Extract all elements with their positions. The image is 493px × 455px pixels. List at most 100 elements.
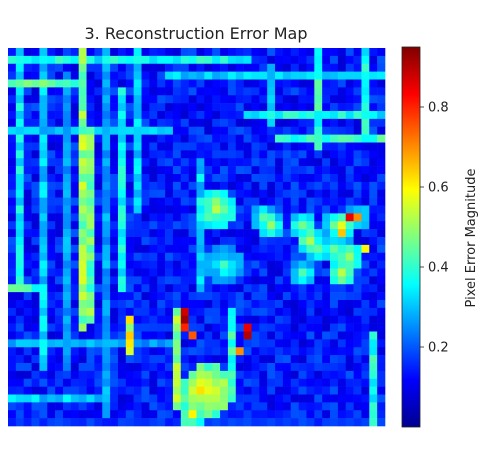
heatmap-cell (220, 252, 229, 261)
heatmap-cell (275, 48, 284, 57)
heatmap-cell (133, 118, 142, 128)
heatmap-cell (377, 260, 386, 269)
heatmap-cell (180, 410, 189, 419)
heatmap-cell (353, 71, 362, 80)
heatmap-cell (188, 87, 197, 96)
heatmap-cell (196, 79, 205, 88)
heatmap-cell (369, 174, 378, 183)
heatmap-cell (94, 284, 103, 293)
heatmap-cell (133, 347, 142, 356)
heatmap-cell (369, 221, 378, 230)
heatmap-cell (86, 126, 95, 135)
heatmap-cell (196, 370, 205, 380)
heatmap-cell (180, 355, 189, 364)
heatmap-cell (188, 166, 197, 175)
heatmap-cell (180, 95, 189, 104)
heatmap-cell (125, 103, 134, 112)
heatmap-cell (298, 339, 307, 348)
heatmap-cell (133, 48, 142, 57)
heatmap-cell (282, 197, 292, 206)
heatmap-cell (8, 237, 17, 246)
heatmap-cell (259, 166, 268, 175)
heatmap-cell (314, 315, 323, 324)
heatmap-cell (377, 189, 386, 198)
heatmap-cell (259, 339, 268, 348)
heatmap-cell (369, 189, 378, 198)
heatmap-cell (345, 79, 354, 88)
heatmap-cell (275, 189, 284, 198)
heatmap-cell (157, 79, 166, 88)
heatmap-cell (353, 394, 362, 403)
heatmap-cell (227, 87, 237, 96)
heatmap-cell (314, 260, 323, 269)
heatmap-cell (165, 197, 174, 206)
heatmap-cell (322, 221, 331, 230)
heatmap-cell (8, 189, 17, 198)
heatmap-cell (337, 48, 347, 57)
heatmap-cell (267, 410, 276, 419)
heatmap-cell (275, 118, 284, 128)
heatmap-cell (62, 174, 72, 183)
heatmap-cell (47, 221, 56, 230)
heatmap-cell (78, 260, 87, 269)
heatmap-cell (117, 307, 127, 317)
heatmap-cell (149, 284, 158, 293)
heatmap-cell (267, 237, 276, 246)
heatmap-cell (188, 402, 197, 411)
heatmap-cell (212, 63, 221, 72)
heatmap-cell (290, 111, 299, 120)
heatmap-cell (23, 300, 32, 309)
heatmap-cell (212, 166, 221, 175)
heatmap-cell (290, 370, 299, 380)
heatmap-cell (78, 166, 87, 175)
heatmap-cell (86, 284, 95, 293)
heatmap-cell (314, 189, 323, 198)
heatmap-cell (157, 260, 166, 269)
heatmap-cell (314, 284, 323, 293)
heatmap-cell (141, 307, 150, 317)
heatmap-cell (259, 79, 268, 88)
heatmap-cell (55, 410, 64, 419)
heatmap-cell (117, 300, 127, 309)
heatmap-cell (70, 323, 79, 332)
heatmap-cell (31, 55, 40, 65)
heatmap-cell (94, 394, 103, 403)
heatmap-cell (141, 181, 150, 191)
heatmap-cell (117, 71, 127, 80)
heatmap-cell (86, 402, 95, 411)
heatmap-cell (259, 370, 268, 380)
heatmap-cell (212, 315, 221, 324)
heatmap-cell (172, 221, 182, 230)
heatmap-cell (62, 87, 72, 96)
heatmap-cell (149, 237, 158, 246)
heatmap-cell (290, 394, 299, 403)
heatmap-cell (377, 197, 386, 206)
heatmap-cell (275, 260, 284, 269)
heatmap-cell (227, 402, 237, 411)
heatmap-cell (298, 213, 307, 222)
heatmap-cell (322, 150, 331, 159)
heatmap-cell (165, 284, 174, 293)
heatmap-cell (282, 237, 292, 246)
heatmap-cell (172, 181, 182, 191)
heatmap-cell (361, 95, 370, 104)
heatmap-cell (353, 213, 362, 222)
heatmap-cell (188, 394, 197, 403)
heatmap-cell (227, 307, 237, 317)
heatmap-cell (141, 158, 150, 167)
heatmap-cell (322, 111, 331, 120)
heatmap-cell (196, 292, 205, 301)
heatmap-cell (282, 394, 292, 403)
heatmap-cell (110, 221, 119, 230)
heatmap-cell (188, 370, 197, 380)
heatmap-cell (298, 268, 307, 277)
heatmap-cell (275, 378, 284, 387)
heatmap-cell (282, 323, 292, 332)
heatmap-cell (345, 378, 354, 387)
heatmap-cell (102, 244, 111, 254)
heatmap-cell (15, 174, 24, 183)
heatmap-cell (259, 363, 268, 372)
heatmap-cell (290, 213, 299, 222)
heatmap-cell (39, 166, 48, 175)
heatmap-cell (172, 87, 182, 96)
